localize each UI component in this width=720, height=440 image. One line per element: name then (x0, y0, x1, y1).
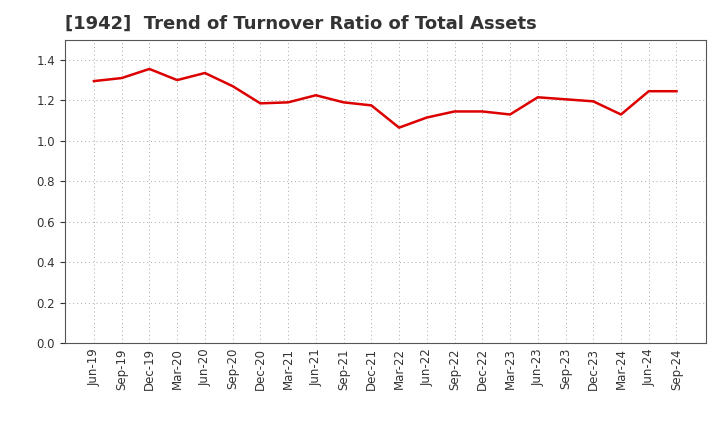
Text: [1942]  Trend of Turnover Ratio of Total Assets: [1942] Trend of Turnover Ratio of Total … (65, 15, 536, 33)
